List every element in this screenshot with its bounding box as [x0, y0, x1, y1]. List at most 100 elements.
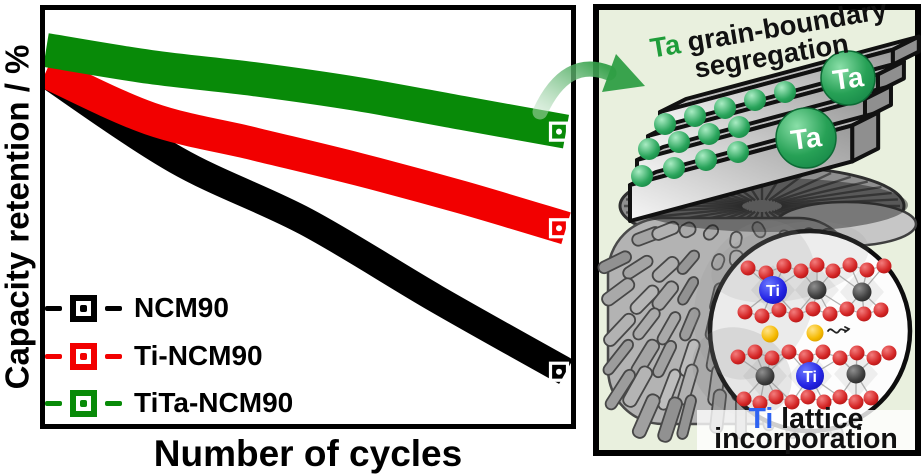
gray-atom: [852, 282, 872, 302]
grain: [676, 394, 697, 440]
grain: [629, 284, 660, 315]
legend-label: Ti-NCM90: [134, 340, 263, 371]
gray-atom: [755, 366, 775, 386]
red-atom: [839, 301, 855, 317]
red-atom: [736, 391, 752, 407]
ti-atom-label: Ti: [803, 369, 817, 386]
red-atom: [798, 349, 814, 365]
end-marker-dot: [556, 128, 562, 135]
end-marker-dot: [556, 368, 562, 375]
red-atom: [771, 302, 787, 318]
red-atom: [809, 257, 825, 273]
grain: [603, 312, 637, 347]
red-atom: [752, 395, 768, 411]
legend-square-marker-icon: [70, 342, 97, 370]
red-atom: [876, 258, 892, 274]
red-atom: [730, 349, 746, 365]
legend-row-ncm90: NCM90: [45, 292, 229, 324]
disk-grain-streak: [779, 185, 882, 205]
end-marker-square: [548, 361, 570, 382]
arrow-tail: [532, 61, 617, 120]
red-atom: [740, 260, 756, 276]
ta-small-sphere: [663, 157, 685, 179]
legend-dash: [105, 305, 122, 311]
end-marker-dot: [556, 225, 562, 232]
y-axis-label-text: Capacity retention / %: [0, 44, 35, 390]
ghost-grain: [692, 327, 792, 417]
ta-small-sphere: [638, 138, 660, 160]
red-atom: [784, 394, 800, 410]
grain: [657, 396, 683, 443]
ta-small-sphere: [698, 123, 720, 145]
red-atom: [764, 350, 780, 366]
red-atom: [822, 306, 838, 322]
red-atom: [859, 262, 875, 278]
legend-dash: [105, 400, 122, 406]
bond-zigzag: [737, 351, 890, 359]
red-atom: [848, 394, 864, 410]
red-atom: [788, 307, 804, 323]
grain: [729, 230, 743, 249]
red-atom: [832, 350, 848, 366]
red-atom: [754, 308, 770, 324]
legend-dash: [45, 305, 62, 311]
legend-square-dot: [80, 399, 87, 407]
red-atom: [805, 301, 821, 317]
panel-title-ta-highlight: Ta: [648, 28, 683, 64]
red-atom: [825, 263, 841, 279]
grain: [651, 255, 680, 283]
ta-small-sphere: [631, 165, 653, 187]
grain: [676, 249, 700, 275]
capacity-retention-chart: [40, 5, 576, 429]
grain: [679, 307, 701, 342]
grain: [751, 221, 767, 239]
caption-band: [697, 410, 915, 450]
chart-curves: [45, 33, 571, 384]
end-marker-ti-ncm90: [548, 218, 570, 239]
ta-sphere-label: Ta: [831, 61, 866, 96]
red-atom: [776, 258, 792, 274]
grain: [651, 220, 680, 241]
ti-atom: [796, 362, 824, 390]
ta-large-sphere: [820, 50, 876, 106]
legend-row-tita-ncm90: TiTa-NCM90: [45, 387, 293, 419]
ta-small-sphere: [695, 149, 717, 171]
legend-square-marker-icon: [70, 389, 97, 417]
legend-square-dot: [80, 352, 87, 360]
red-atom: [800, 389, 816, 405]
red-atom: [768, 389, 784, 405]
disk-grain-streak: [771, 172, 832, 202]
disk-grain-streak: [780, 191, 892, 206]
red-atom: [747, 344, 763, 360]
ta-small-sphere: [727, 141, 749, 163]
gray-atom: [807, 280, 827, 300]
lattice-inset: Ti Ti: [692, 220, 913, 434]
ta-small-sphere: [774, 81, 796, 103]
ta-small-sphere: [728, 116, 750, 138]
red-atom: [816, 394, 832, 410]
red-atom: [873, 302, 889, 318]
inset-caption-ti-highlight: Ti: [748, 403, 773, 435]
ta-small-sphere: [714, 97, 736, 119]
legend-square-dot: [80, 304, 87, 312]
disk-grain-streak: [774, 175, 852, 203]
red-atom: [881, 345, 897, 361]
red-atom: [793, 263, 809, 279]
red-atom: [863, 390, 879, 406]
grain: [711, 253, 726, 271]
grain: [604, 368, 636, 411]
disk-grain-streak: [777, 180, 868, 204]
red-atom: [832, 389, 848, 405]
end-marker-square: [548, 218, 570, 239]
x-axis-label: Number of cycles: [153, 433, 463, 474]
y-axis-label: Capacity retention / %: [0, 5, 40, 429]
grain: [631, 393, 661, 439]
legend-row-ti-ncm90: Ti-NCM90: [45, 340, 263, 372]
legend-label: TiTa-NCM90: [134, 387, 294, 418]
curve-ti-ncm90: [45, 56, 571, 245]
end-marker-ncm90: [548, 361, 570, 382]
red-atom: [842, 257, 858, 273]
red-atom: [781, 344, 797, 360]
